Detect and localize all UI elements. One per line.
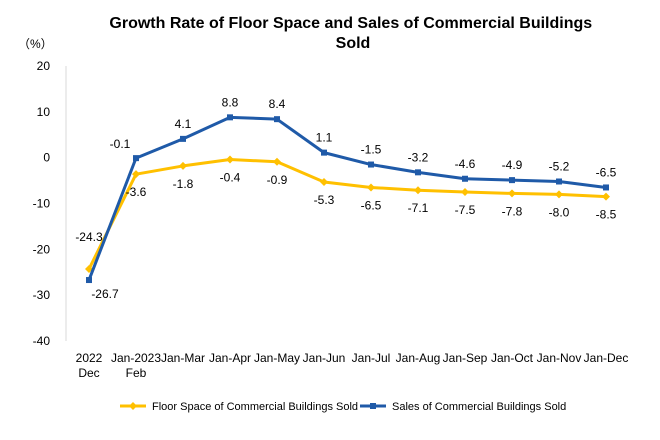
data-label: 4.1	[175, 117, 192, 131]
legend-marker	[129, 402, 137, 410]
legend-label: Sales of Commercial Buildings Sold	[392, 401, 566, 413]
series-point	[603, 184, 609, 191]
data-label: -8.5	[596, 208, 617, 222]
data-label: -0.9	[267, 173, 288, 187]
series-point	[321, 149, 327, 156]
series-point	[508, 189, 516, 198]
x-tick-label: Jan-Nov	[537, 351, 582, 365]
series-line-2	[87, 115, 607, 281]
x-tick-label-line: Jan-May	[254, 351, 300, 365]
series-point	[132, 170, 140, 179]
x-tick-label-line: Feb	[126, 366, 147, 380]
data-label: 1.1	[316, 131, 333, 145]
x-tick-label-line: Jan-Jul	[352, 351, 391, 365]
y-tick-label: 10	[37, 105, 51, 119]
data-label: -6.5	[361, 198, 382, 212]
data-label: -1.5	[361, 143, 382, 157]
x-tick-label-line: Jan-Apr	[209, 351, 251, 365]
series-point	[555, 190, 563, 199]
series-point	[133, 155, 139, 162]
data-label: -8.0	[549, 205, 570, 219]
y-axis: 20 10 0 -10 -20 -30 -40	[33, 59, 67, 348]
x-tick-label: 2022 Dec	[76, 351, 103, 380]
data-label: 8.8	[222, 95, 239, 109]
x-tick-label: Jan-Jul	[352, 351, 391, 365]
data-label: -26.7	[91, 287, 119, 301]
series-group	[85, 114, 610, 284]
unit-label: （%）	[18, 37, 53, 51]
x-tick-label: Jan-Sep	[443, 351, 488, 365]
data-label: -7.1	[408, 201, 429, 215]
data-label: -3.2	[408, 150, 429, 164]
data-label: -7.5	[455, 203, 476, 217]
y-tick-label: -30	[33, 288, 51, 302]
data-label: -0.4	[220, 171, 241, 185]
series-point	[509, 177, 515, 184]
series-point	[368, 161, 374, 168]
data-label: -4.9	[502, 158, 523, 172]
x-tick-label-line: Jan-Mar	[161, 351, 205, 365]
data-label: -1.8	[173, 177, 194, 191]
series-point	[462, 175, 468, 182]
series-point	[274, 116, 280, 123]
series-point	[273, 157, 281, 166]
data-labels: -24.3 -3.6 -1.8 -0.4 -0.9 -5.3 -6.5 -7.1 -7.5 -7.…	[75, 95, 616, 301]
legend-marker	[370, 403, 376, 409]
x-tick-label: Jan-2023 Feb	[111, 351, 161, 380]
series-point	[179, 161, 187, 170]
x-tick-label-line: Jan-Dec	[584, 351, 629, 365]
chart-title: Growth Rate of Floor Space and Sales of …	[109, 15, 596, 52]
data-label: 8.4	[269, 97, 286, 111]
data-label: -5.3	[314, 193, 335, 207]
x-tick-label: Jan-Dec	[584, 351, 629, 365]
y-tick-label: 0	[43, 151, 50, 165]
series-point	[461, 188, 469, 197]
chart-title-line-2: Sold	[336, 35, 371, 52]
x-tick-label: Jan-Mar	[161, 351, 205, 365]
series-point	[602, 192, 610, 201]
y-tick-label: -40	[33, 334, 51, 348]
data-label: -24.3	[75, 230, 103, 244]
x-tick-label-line: Jan-Jun	[303, 351, 346, 365]
series-point	[86, 277, 92, 284]
data-label: -4.6	[455, 157, 476, 171]
y-tick-label: -10	[33, 197, 51, 211]
x-tick-label-line: Jan-2023	[111, 351, 161, 365]
legend: Floor Space of Commercial Buildings Sold…	[120, 401, 566, 413]
series-point	[320, 177, 328, 186]
series-point	[414, 186, 422, 195]
data-label: -6.5	[596, 165, 617, 179]
series-point	[227, 114, 233, 121]
x-tick-label: Jan-Jun	[303, 351, 346, 365]
x-tick-label-line: Jan-Aug	[396, 351, 441, 365]
x-tick-label: Jan-May	[254, 351, 300, 365]
data-label: -5.2	[549, 160, 570, 174]
x-tick-label-line: Dec	[78, 366, 99, 380]
series-point	[556, 178, 562, 185]
series-point	[226, 155, 234, 164]
series-point	[180, 135, 186, 142]
legend-label: Floor Space of Commercial Buildings Sold	[152, 401, 358, 413]
chart-title-line-1: Growth Rate of Floor Space and Sales of …	[109, 15, 592, 32]
x-tick-label: Jan-Aug	[396, 351, 441, 365]
series-point	[367, 183, 375, 192]
data-label: -7.8	[502, 204, 523, 218]
y-tick-label: 20	[37, 59, 51, 73]
data-label: -3.6	[126, 185, 147, 199]
series-point	[415, 169, 421, 176]
x-tick-label-line: Jan-Nov	[537, 351, 582, 365]
y-tick-label: -20	[33, 242, 51, 256]
data-label: -0.1	[110, 137, 131, 151]
x-tick-label-line: Jan-Sep	[443, 351, 488, 365]
x-tick-label-line: 2022	[76, 351, 103, 365]
x-tick-label: Jan-Oct	[491, 351, 534, 365]
x-tick-label: Jan-Apr	[209, 351, 251, 365]
x-tick-label-line: Jan-Oct	[491, 351, 534, 365]
series-line-1	[87, 158, 607, 270]
